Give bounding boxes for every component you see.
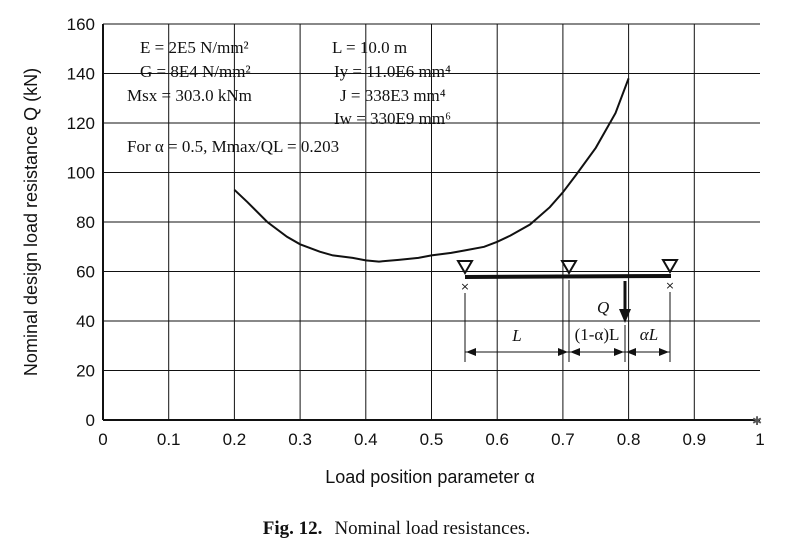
x-tick-label: 1 [755, 430, 764, 449]
dim-arrow-2 [558, 348, 568, 356]
x-tick-label: 0.8 [617, 430, 641, 449]
x-tick-label: 0.1 [157, 430, 181, 449]
y-tick-label: 60 [76, 263, 95, 282]
param-iw: Iw = 330E9 mm⁶ [334, 109, 451, 128]
dim-arrow-4 [614, 348, 624, 356]
y-tick-labels: 0 20 40 60 80 100 120 140 160 [67, 15, 95, 430]
dim-arrow-5 [626, 348, 636, 356]
span-label-l: L [511, 326, 521, 345]
dim-arrow-3 [570, 348, 580, 356]
support-mid [560, 260, 578, 275]
x-tick-label: 0 [98, 430, 107, 449]
series-line [233, 78, 630, 263]
x-tick-label: 0.9 [682, 430, 706, 449]
param-j: J = 338E3 mm⁴ [340, 86, 446, 105]
grid [103, 24, 760, 420]
support-left [456, 260, 474, 275]
y-tick-label: 120 [67, 114, 95, 133]
beam [464, 274, 672, 279]
restraint-mark-right: × [665, 279, 674, 292]
x-tick-label: 0.6 [485, 430, 509, 449]
x-tick-label: 0.2 [223, 430, 247, 449]
x-tick-labels: 0 0.1 0.2 0.3 0.4 0.5 0.6 0.7 0.8 0.9 1 [98, 430, 764, 449]
span-label-mid: (1-α)L [575, 325, 620, 344]
beam-diagram: × × Q L (1-α)L αL [456, 259, 679, 362]
y-tick-label: 160 [67, 15, 95, 34]
parameters-block: E = 2E5 N/mm² G = 8E4 N/mm² Msx = 303.0 … [127, 38, 451, 156]
restraint-mark-left: × [460, 280, 469, 293]
x-tick-label: 0.7 [551, 430, 575, 449]
note-mmax: For α = 0.5, Mmax/QL = 0.203 [127, 137, 339, 156]
axes [102, 23, 760, 421]
param-g: G = 8E4 N/mm² [140, 62, 251, 81]
y-tick-label: 100 [67, 164, 95, 183]
dim-arrow-6 [659, 348, 669, 356]
param-e: E = 2E5 N/mm² [140, 38, 249, 57]
caption-label: Fig. 12. [262, 518, 323, 539]
end-marker: ✱ [752, 414, 762, 428]
param-iy: Iy = 11.0E6 mm⁴ [334, 62, 451, 81]
chart: 0 0.1 0.2 0.3 0.4 0.5 0.6 0.7 0.8 0.9 1 0 20 40 60 80 1… [21, 15, 765, 487]
x-tick-label: 0.3 [288, 430, 312, 449]
load-arrow-head [619, 309, 631, 323]
support-right [661, 259, 679, 274]
x-axis-title: Load position parameter α [325, 467, 535, 487]
y-tick-label: 20 [76, 362, 95, 381]
load-label: Q [597, 298, 609, 317]
param-msx: Msx = 303.0 kNm [127, 86, 252, 105]
figure-caption: Fig. 12. Nominal load resistances. [0, 518, 793, 540]
param-l: L = 10.0 m [332, 38, 407, 57]
x-tick-label: 0.4 [354, 430, 378, 449]
x-tick-label: 0.5 [420, 430, 444, 449]
y-tick-label: 40 [76, 312, 95, 331]
y-tick-label: 80 [76, 213, 95, 232]
y-axis-title: Nominal design load resistance Q (kN) [21, 68, 41, 376]
span-label-right: αL [640, 325, 658, 344]
y-tick-label: 140 [67, 65, 95, 84]
y-tick-label: 0 [86, 411, 95, 430]
caption-text: Nominal load resistances. [334, 518, 531, 539]
dim-arrow-1 [466, 348, 476, 356]
